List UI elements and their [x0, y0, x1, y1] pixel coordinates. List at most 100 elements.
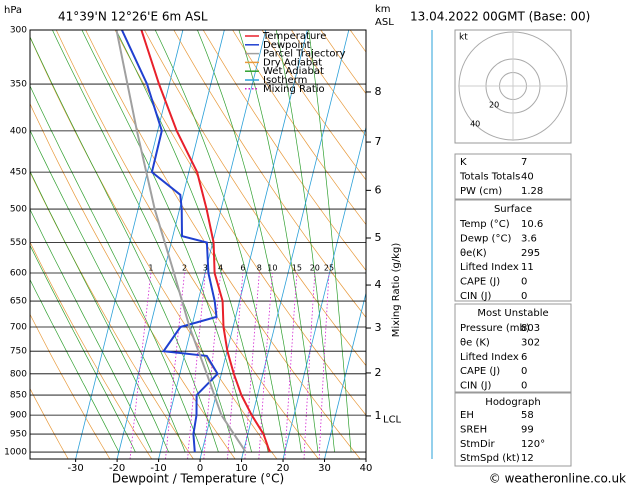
legend-label: Mixing Ratio [263, 84, 325, 95]
x-axis-label: Dewpoint / Temperature (°C) [112, 472, 284, 486]
index-value: 7 [521, 157, 527, 168]
km-tick-label: 5 [375, 231, 382, 244]
mixing-ratio-label: 3 [203, 263, 208, 272]
dry-adiabat [114, 30, 366, 416]
x-tick-label: 20 [277, 463, 290, 474]
y-tick-label: 1000 [4, 448, 27, 458]
isotherm [282, 125, 366, 459]
index-label: SREH [460, 424, 487, 435]
y-tick-label: 500 [10, 205, 27, 215]
y-tick-label: 800 [10, 369, 27, 379]
dry-adiabat [232, 30, 366, 226]
y2-axis-label: Mixing Ratio (g/kg) [391, 243, 402, 338]
mixing-ratio-line [318, 272, 330, 459]
lcl-label: LCL [383, 414, 402, 425]
index-value: 40 [521, 171, 534, 182]
section-title: Hodograph [485, 397, 540, 408]
section-box [454, 199, 572, 302]
index-value: 11 [521, 262, 534, 273]
index-value: 3.6 [521, 233, 537, 244]
index-label: PW (cm) [460, 186, 502, 197]
legend-label: Wet Adiabat [263, 66, 324, 77]
isotherm [324, 291, 366, 459]
index-value: 803 [521, 323, 540, 334]
index-value: 0 [521, 291, 527, 302]
x-tick-label: 40 [360, 463, 373, 474]
isotherm [158, 30, 267, 459]
index-label: CAPE (J) [460, 366, 500, 377]
index-value: 302 [521, 337, 540, 348]
hodograph-unit: kt [459, 33, 468, 43]
legend-label: Parcel Trajectory [263, 49, 346, 60]
section-title: Surface [494, 204, 532, 215]
km-tick-label: 6 [375, 183, 382, 196]
x-tick-label: 0 [197, 463, 203, 474]
mixing-ratio-label: 6 [240, 263, 245, 272]
mixing-ratio-line [284, 272, 298, 459]
y-tick-label: 400 [10, 126, 27, 136]
section-title: Most Unstable [477, 308, 548, 319]
indices-box [454, 153, 572, 200]
index-label: K [460, 157, 467, 168]
index-value: 0 [521, 366, 527, 377]
index-label: CAPE (J) [460, 277, 500, 288]
y-tick-label: 850 [10, 391, 27, 401]
index-label: CIN (J) [460, 381, 491, 392]
index-label: Pressure (mb) [460, 323, 530, 334]
mixing-ratio-line [303, 272, 316, 459]
index-value: 6 [521, 352, 527, 363]
km-tick-label: 8 [375, 85, 382, 98]
legend-label: Dry Adiabat [263, 57, 322, 68]
mixing-ratio-label: 15 [292, 263, 302, 272]
section-box [454, 392, 572, 467]
isotherm [116, 30, 225, 459]
pressure-unit: hPa [4, 5, 22, 16]
legend-label: Isotherm [263, 75, 307, 86]
mixing-ratio-line [203, 272, 221, 459]
y-tick-label: 950 [10, 430, 27, 440]
index-label: Totals Totals [459, 171, 520, 182]
profile-line [140, 30, 271, 453]
y-tick-label: 550 [10, 238, 27, 248]
km-tick-label: 1 [375, 409, 382, 422]
plot-area [30, 30, 366, 459]
mixing-ratio-label: 2 [182, 263, 187, 272]
index-value: 0 [521, 277, 527, 288]
datetime: 13.04.2022 00GMT (Base: 00) [410, 10, 590, 24]
isotherm [199, 30, 308, 459]
mixing-ratio-line [227, 272, 244, 459]
legend-label: Temperature [262, 31, 326, 42]
y-tick-label: 450 [10, 168, 27, 178]
index-label: θe (K) [460, 337, 490, 348]
location: 41°39'N 12°26'E 6m ASL [58, 10, 208, 24]
mixing-ratio-line [244, 272, 260, 459]
y-tick-label: 700 [10, 323, 27, 333]
section-box [454, 303, 572, 393]
mixing-ratio-label: 8 [257, 263, 262, 272]
dry-adiabat [173, 30, 366, 318]
index-label: θe(K) [460, 248, 487, 259]
index-value: 0 [521, 381, 527, 392]
y-tick-label: 350 [10, 80, 27, 90]
y-tick-label: 900 [10, 411, 27, 421]
index-label: StmSpd (kt) [460, 453, 520, 464]
profile-line [115, 30, 247, 453]
mixing-ratio-label: 25 [324, 263, 334, 272]
plot-frame [29, 29, 367, 460]
index-value: 120° [521, 439, 545, 450]
km-label: km [375, 4, 391, 15]
y-tick-label: 750 [10, 347, 27, 357]
mixing-ratio-line [187, 272, 206, 459]
x-tick-label: -30 [67, 463, 83, 474]
index-label: Lifted Index [460, 352, 519, 363]
mixing-ratio-label: 4 [218, 263, 223, 272]
km-tick-label: 4 [375, 278, 382, 291]
footer: © weatheronline.co.uk [489, 472, 626, 486]
index-label: Lifted Index [460, 262, 519, 273]
mixing-ratio-label: 10 [267, 263, 277, 272]
y-tick-label: 650 [10, 297, 27, 307]
mixing-ratio-label: 20 [310, 263, 320, 272]
index-label: Temp (°C) [459, 219, 510, 230]
x-tick-label: -10 [150, 463, 166, 474]
km-tick-label: 3 [375, 321, 382, 334]
